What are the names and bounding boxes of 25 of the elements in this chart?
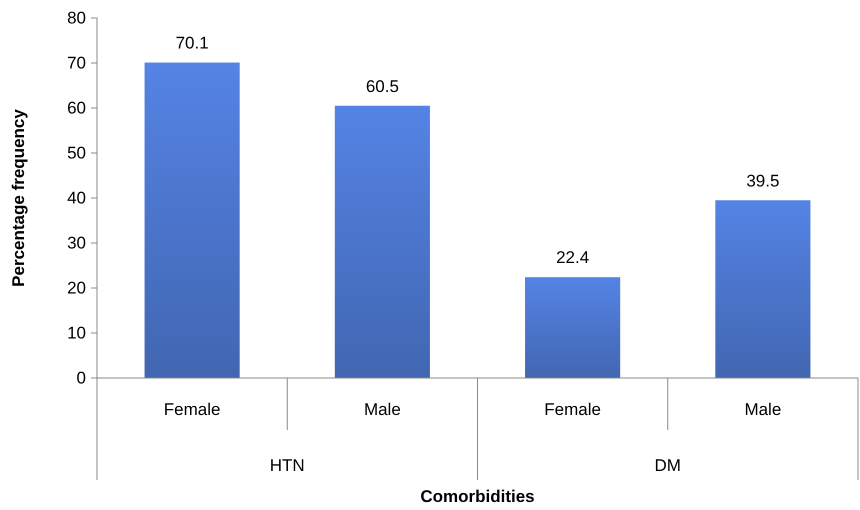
data-label: 22.4	[556, 248, 590, 268]
y-tick-label: 30	[67, 233, 86, 252]
x-axis-title: Comorbidities	[420, 487, 535, 506]
bar	[334, 106, 430, 378]
text: HTN	[270, 456, 305, 475]
x-tick-label: Male	[744, 400, 782, 419]
y-tick-label: 10	[67, 323, 86, 342]
y-tick-label: 0	[76, 368, 86, 388]
y-axis-title: Percentage frequency	[9, 108, 28, 287]
x-tick-label: Female	[164, 400, 220, 419]
y-tick-label: 20	[67, 278, 86, 298]
bar	[525, 277, 620, 378]
y-tick-label: 80	[67, 8, 86, 28]
bar	[144, 62, 240, 378]
text: DM	[654, 456, 681, 475]
y-tick-label: 70	[67, 53, 86, 72]
bar	[715, 200, 810, 378]
x-tick-label: Male	[364, 400, 401, 419]
y-tick-label: 60	[67, 98, 86, 118]
data-label: 70.1	[176, 34, 209, 53]
data-label: 39.5	[746, 171, 780, 190]
x-tick-label: Female	[544, 400, 601, 419]
data-label: 60.5	[366, 76, 399, 96]
y-tick-label: 40	[67, 188, 86, 208]
y-tick-label: 50	[67, 143, 86, 162]
